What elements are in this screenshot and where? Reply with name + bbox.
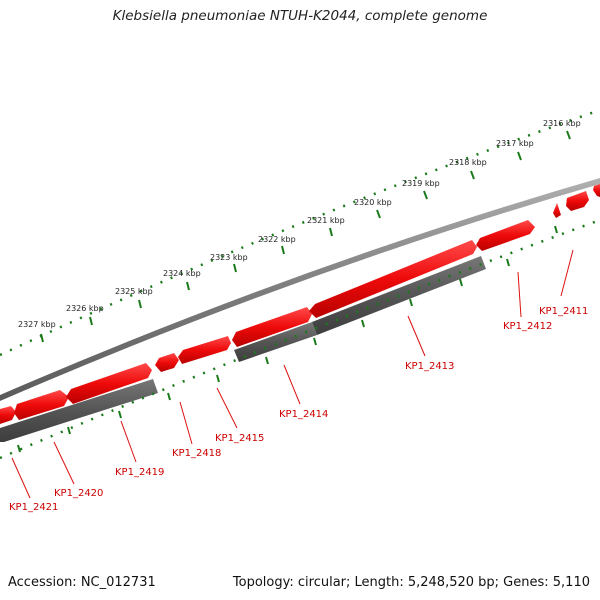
forward-strand-genes: [0, 184, 600, 424]
reverse-strand-genes: [0, 256, 486, 442]
gene-arrow: [593, 184, 600, 197]
scale-labels: 2316 kbp 2317 kbp 2318 kbp 2319 kbp 2320…: [18, 119, 581, 329]
scale-label: 2325 kbp: [115, 287, 153, 296]
gene-arrow: [0, 406, 16, 424]
gene-arrow: [566, 191, 589, 211]
gene-label: KP1_2414: [279, 409, 328, 420]
gene-label: KP1_2415: [215, 433, 264, 444]
gene-arrow: [476, 220, 535, 251]
gene-label: KP1_2418: [172, 448, 221, 459]
scale-label: 2322 kbp: [258, 235, 296, 244]
gene-arrow: [178, 336, 231, 364]
scale-label: 2324 kbp: [163, 269, 201, 278]
scale-label: 2320 kbp: [354, 198, 392, 207]
gene-arrow: [232, 307, 312, 347]
scale-label: 2321 kbp: [307, 216, 345, 225]
genome-backbone: [0, 178, 600, 401]
gene-arrow: [553, 203, 561, 218]
scale-label: 2317 kbp: [496, 139, 534, 148]
scale-label: 2316 kbp: [543, 119, 581, 128]
gene-label: KP1_2420: [54, 488, 103, 499]
gene-arrow: [14, 390, 69, 420]
inner-tick-ring: [0, 218, 600, 460]
gene-arrow: [309, 240, 477, 318]
gene-labels: KP1_2411 KP1_2412 KP1_2413 KP1_2414 KP1_…: [9, 306, 588, 513]
map-title: Klebsiella pneumoniae NTUH-K2044, comple…: [112, 8, 488, 24]
genome-summary-text: Topology: circular; Length: 5,248,520 bp…: [232, 575, 590, 590]
scale-label: 2318 kbp: [449, 158, 487, 167]
scale-label: 2327 kbp: [18, 320, 56, 329]
gene-label: KP1_2413: [405, 361, 454, 372]
gene-arrow: [66, 363, 152, 404]
gene-label: KP1_2419: [115, 467, 164, 478]
accession-text: Accession: NC_012731: [8, 575, 156, 590]
gene-label: KP1_2421: [9, 502, 58, 513]
gene-arrow: [155, 353, 179, 372]
gene-arrow: [0, 379, 158, 442]
scale-label: 2326 kbp: [66, 304, 104, 313]
gene-label: KP1_2411: [539, 306, 588, 317]
outer-tick-ring: [0, 108, 600, 357]
gene-label: KP1_2412: [503, 321, 552, 332]
scale-label: 2319 kbp: [402, 179, 440, 188]
gene-leader-lines: [11, 249, 574, 499]
scale-label: 2323 kbp: [210, 253, 248, 262]
